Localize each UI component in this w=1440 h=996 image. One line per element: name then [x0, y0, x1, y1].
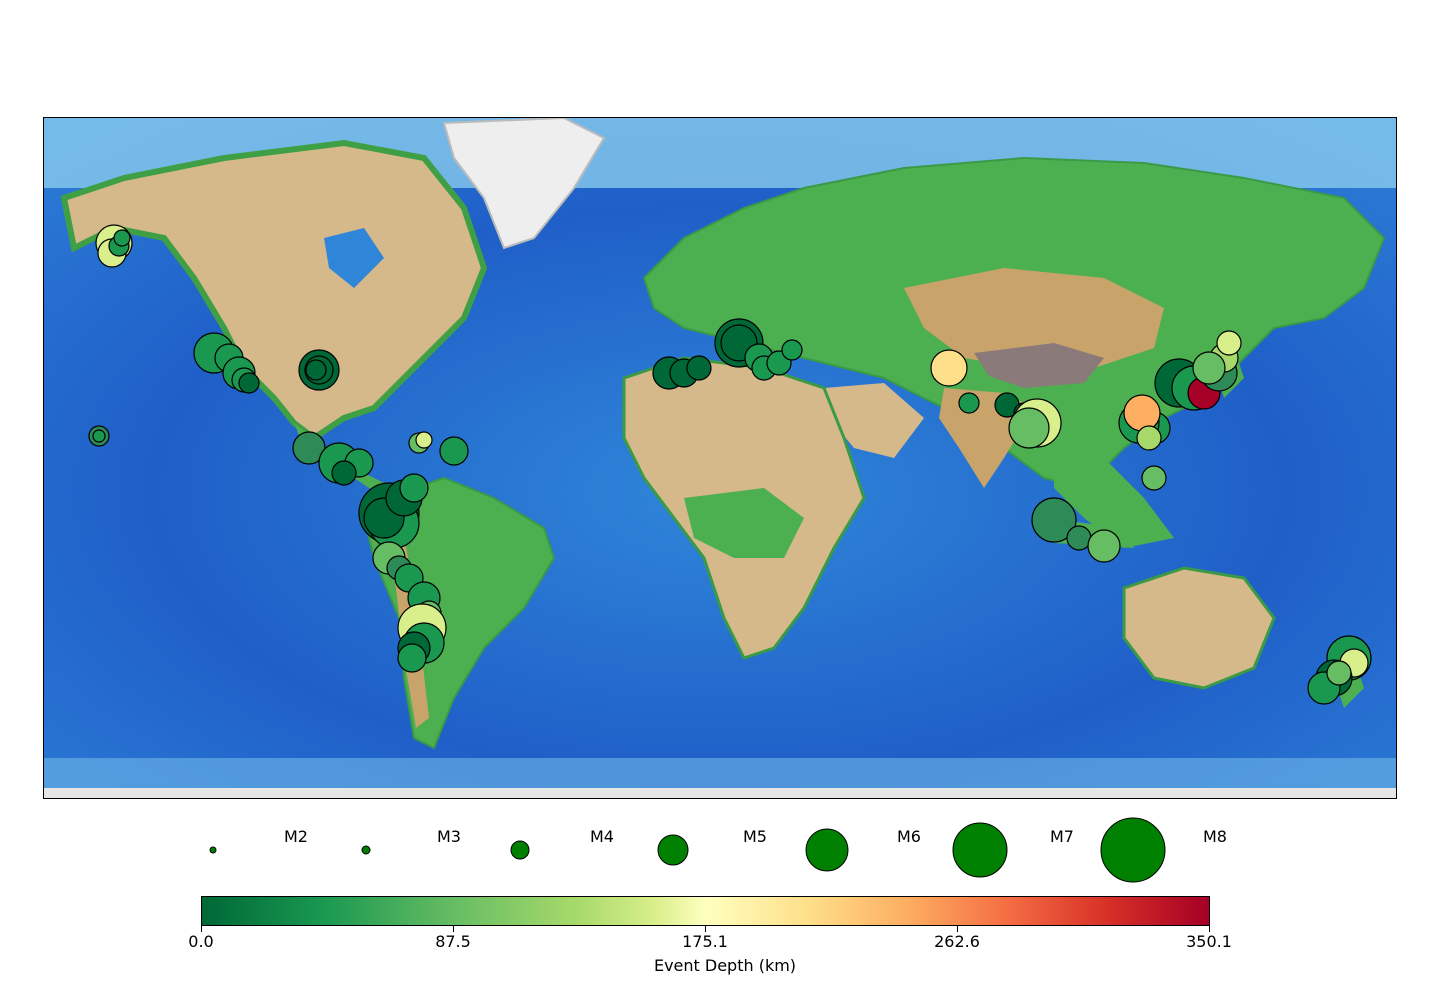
colorbar-tick-label: 175.1 [682, 932, 728, 951]
earthquake-marker [399, 473, 429, 503]
earthquake-marker [1216, 330, 1242, 356]
earthquake-marker [1136, 425, 1162, 451]
earthquake-marker [781, 339, 803, 361]
earthquake-marker [1123, 394, 1161, 432]
world-map [43, 117, 1397, 799]
colorbar-tick [453, 926, 454, 932]
earthquake-marker [686, 355, 712, 381]
tibet-plateau [974, 343, 1104, 388]
colorbar-tick-label: 0.0 [188, 932, 214, 951]
legend-marker-m5 [657, 834, 689, 866]
colorbar-tick-label: 350.1 [1186, 932, 1232, 951]
earthquake-events [88, 224, 1372, 705]
legend-marker-m7 [952, 822, 1008, 878]
earthquake-marker [1192, 351, 1226, 385]
colorbar-tick [201, 926, 202, 932]
legend-marker-m6 [805, 828, 849, 872]
legend-marker-m2 [209, 846, 217, 854]
earthquake-marker [92, 429, 106, 443]
depth-colorbar [201, 896, 1210, 926]
earthquake-marker [1008, 407, 1050, 449]
colorbar-tick [705, 926, 706, 932]
central-america [294, 423, 394, 498]
legend-label-m3: M3 [437, 827, 461, 846]
earthquake-marker [305, 359, 327, 381]
legend-label-m7: M7 [1050, 827, 1074, 846]
legend-label-m2: M2 [284, 827, 308, 846]
australia [1122, 566, 1276, 690]
central-africa-forest [684, 488, 804, 558]
earthquake-marker [958, 392, 980, 414]
earthquake-marker [1326, 660, 1352, 686]
earthquake-marker [1066, 525, 1092, 551]
colorbar-tick-label: 87.5 [435, 932, 471, 951]
colorbar-tick [957, 926, 958, 932]
north-america [60, 139, 488, 442]
asian-highlands [904, 268, 1164, 368]
earthquake-marker [113, 229, 131, 247]
antarctica [44, 788, 1396, 798]
earthquake-marker [331, 460, 357, 486]
legend-marker-m3 [361, 845, 371, 855]
colorbar-tick [1209, 926, 1210, 932]
legend-marker-m4 [510, 840, 530, 860]
map-canvas [44, 118, 1396, 798]
greenland [442, 118, 606, 250]
earthquake-marker [930, 349, 968, 387]
colorbar-title: Event Depth (km) [653, 956, 797, 975]
legend-marker-m8 [1100, 817, 1166, 883]
legend-label-m5: M5 [743, 827, 767, 846]
legend-label-m8: M8 [1203, 827, 1227, 846]
arabia [824, 383, 924, 458]
colorbar-tick-label: 262.6 [934, 932, 980, 951]
earthquake-marker [1031, 497, 1077, 543]
earthquake-marker [397, 643, 427, 673]
southeast-asia [1054, 448, 1174, 548]
magnitude-legend [209, 817, 1166, 883]
earthquake-marker [415, 431, 433, 449]
legend-label-m6: M6 [897, 827, 921, 846]
earthquake-marker [238, 372, 260, 394]
legend-label-m4: M4 [590, 827, 614, 846]
hudson-bay [324, 228, 384, 288]
earthquake-marker [1141, 465, 1167, 491]
earthquake-marker [439, 436, 469, 466]
earthquake-marker [1087, 529, 1121, 563]
